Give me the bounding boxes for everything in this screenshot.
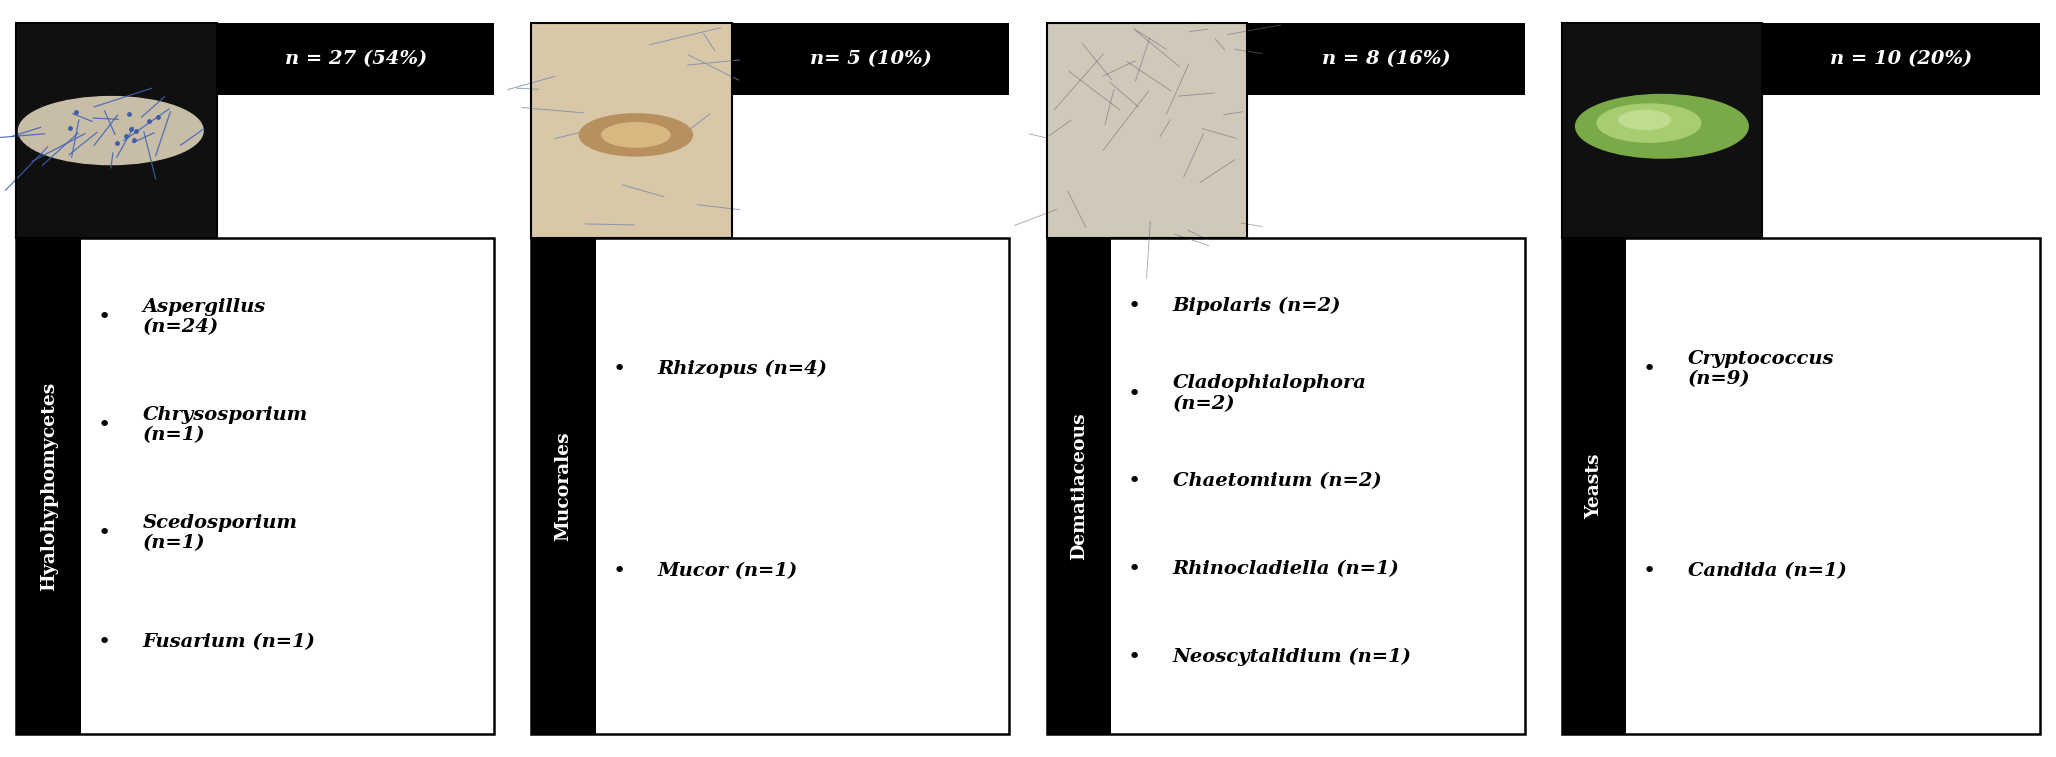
Text: Rhizopus (n=4): Rhizopus (n=4) (658, 360, 829, 378)
Text: •: • (97, 307, 111, 327)
Text: Fusarium (n=1): Fusarium (n=1) (142, 633, 317, 651)
Circle shape (1575, 95, 1748, 158)
Bar (530, 23, 732, 238)
Circle shape (580, 114, 693, 156)
Text: Yeasts: Yeasts (1585, 453, 1604, 519)
Text: Bipolaris (n=2): Bipolaris (n=2) (1172, 297, 1341, 315)
Bar (732, 23, 1009, 95)
Bar (530, 238, 596, 734)
Circle shape (19, 97, 204, 164)
Bar (16, 23, 218, 238)
Bar (1563, 23, 1762, 238)
Bar (1047, 238, 1523, 734)
Text: •: • (613, 359, 625, 378)
Text: Mucor (n=1): Mucor (n=1) (658, 562, 798, 580)
Text: Chrysosporium
(n=1): Chrysosporium (n=1) (142, 407, 308, 444)
Text: Aspergillus
(n=24): Aspergillus (n=24) (142, 298, 265, 336)
Bar (1047, 23, 1248, 238)
Bar (16, 23, 218, 238)
Bar (16, 23, 218, 238)
Bar (16, 238, 493, 734)
Text: •: • (97, 523, 111, 544)
Text: •: • (1643, 561, 1655, 581)
Text: •: • (1127, 296, 1141, 316)
Circle shape (1598, 104, 1700, 142)
Text: Rhinocladiella (n=1): Rhinocladiella (n=1) (1172, 560, 1400, 578)
Text: n = 8 (16%): n = 8 (16%) (1322, 50, 1449, 67)
Bar (530, 238, 1009, 734)
Bar (1563, 238, 2040, 734)
Text: Mucorales: Mucorales (555, 431, 574, 541)
Text: •: • (1127, 647, 1141, 667)
Text: Chaetomium (n=2): Chaetomium (n=2) (1172, 472, 1382, 491)
Text: •: • (613, 561, 625, 581)
Bar (1047, 23, 1248, 238)
Text: •: • (1127, 384, 1141, 403)
Bar (1563, 23, 1762, 238)
Text: •: • (1127, 472, 1141, 491)
Bar (1563, 23, 1762, 238)
Bar (1248, 23, 1526, 95)
Text: Neoscytalidium (n=1): Neoscytalidium (n=1) (1172, 648, 1412, 666)
Text: n = 27 (54%): n = 27 (54%) (284, 50, 428, 67)
Text: •: • (97, 632, 111, 652)
Text: Candida (n=1): Candida (n=1) (1688, 562, 1846, 580)
Text: Cryptococcus
(n=9): Cryptococcus (n=9) (1688, 350, 1834, 388)
Text: n= 5 (10%): n= 5 (10%) (810, 50, 931, 67)
Bar (530, 23, 732, 238)
Text: Cladophialophora
(n=2): Cladophialophora (n=2) (1172, 375, 1367, 413)
Bar (530, 23, 732, 238)
Bar (1047, 238, 1110, 734)
Text: Hyalohyphomycetes: Hyalohyphomycetes (39, 382, 58, 591)
Bar (1762, 23, 2040, 95)
Text: Dematiaceous: Dematiaceous (1069, 413, 1088, 560)
Text: •: • (1127, 559, 1141, 579)
Text: Scedosporium
(n=1): Scedosporium (n=1) (142, 515, 298, 553)
Bar (1563, 238, 1626, 734)
Circle shape (1618, 111, 1672, 129)
Text: n = 10 (20%): n = 10 (20%) (1830, 50, 1972, 67)
Text: •: • (1643, 359, 1655, 378)
Bar (16, 238, 80, 734)
Circle shape (600, 122, 670, 148)
Bar (1047, 23, 1248, 238)
Bar (218, 23, 493, 95)
Text: •: • (97, 415, 111, 435)
